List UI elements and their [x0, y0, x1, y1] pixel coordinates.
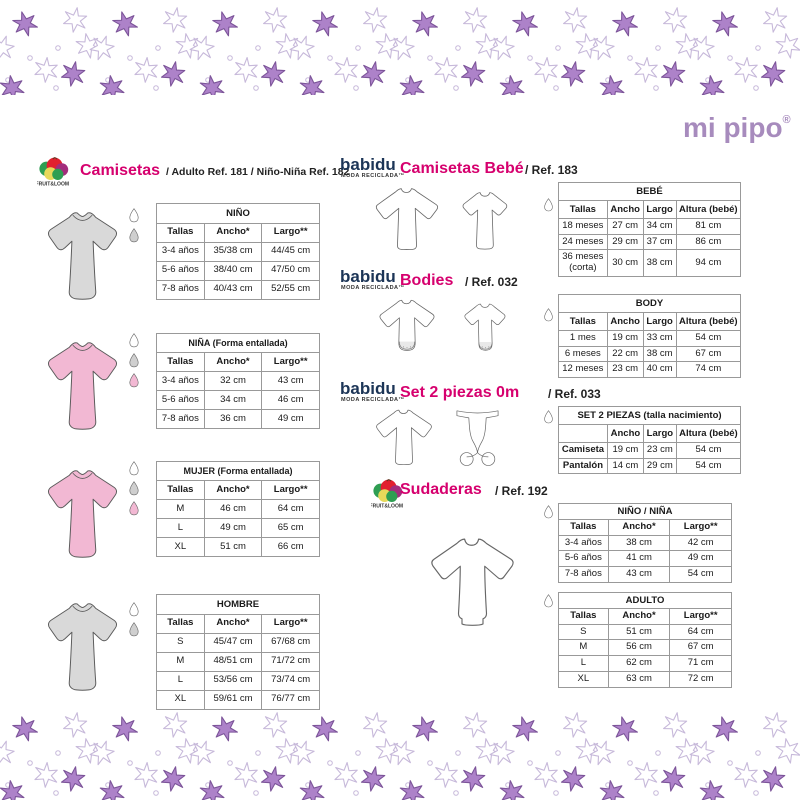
svg-text:FRUIT&LOOM.: FRUIT&LOOM.	[371, 504, 403, 510]
svg-text:FRUIT&LOOM.: FRUIT&LOOM.	[37, 182, 69, 188]
